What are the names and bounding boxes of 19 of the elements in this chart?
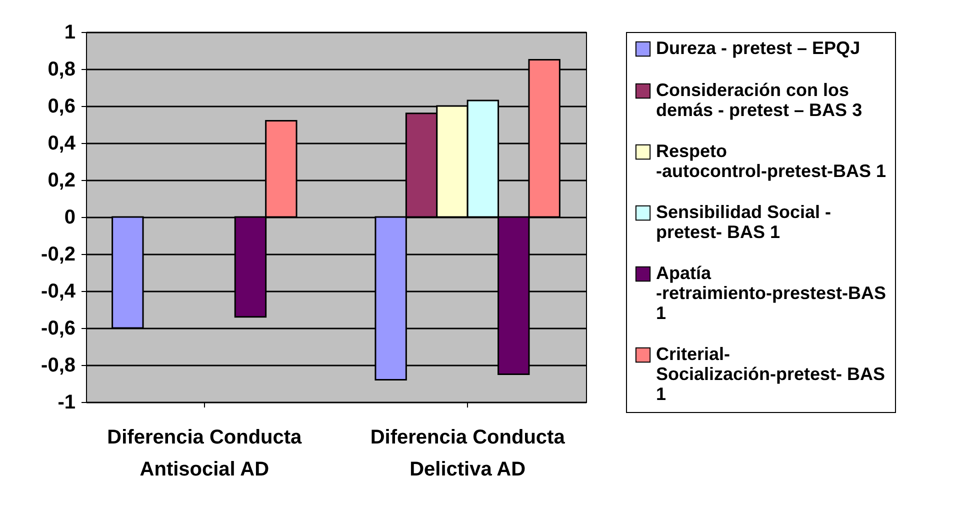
y-tick-label: 1	[64, 22, 76, 44]
y-tick-label: 0,2	[48, 170, 76, 192]
y-tick-label: 0	[64, 206, 76, 228]
y-tick-label: 0,8	[48, 58, 76, 80]
y-tick-label: -0,8	[41, 354, 76, 376]
x-tick-label: Diferencia Conducta Antisocial AD	[107, 426, 303, 480]
y-tick-label: -0,6	[41, 318, 76, 340]
y-tick-label: 0,4	[48, 132, 76, 154]
y-tick-label: -0,4	[41, 280, 76, 302]
legend-label: Dureza - pretest – EPQJ	[656, 38, 860, 58]
y-tick-label: -0,2	[41, 244, 76, 266]
legend-label: Apatía -retraimiento-prestest-BAS 1	[656, 263, 886, 323]
legend-label: Criterial- Socialización-pretest- BAS 1	[656, 344, 886, 404]
y-tick-label: 0,6	[48, 96, 76, 118]
legend-label: Sensibilidad Social - pretest- BAS 1	[656, 202, 832, 242]
y-tick-label: -1	[58, 392, 76, 414]
x-tick-label: Diferencia Conducta Delictiva AD	[370, 426, 566, 480]
legend-label: Respeto -autocontrol-pretest-BAS 1	[656, 141, 886, 181]
legend-label: Consideración con los demás - pretest – BAS 3	[656, 80, 862, 120]
